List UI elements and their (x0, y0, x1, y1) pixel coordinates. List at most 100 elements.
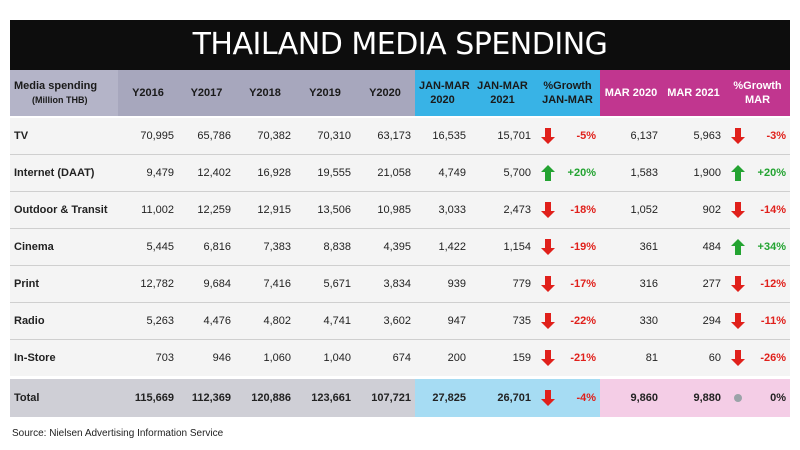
row-label: Print (10, 265, 118, 303)
growth-value: -18% (570, 204, 596, 216)
value-cell: 316 (600, 265, 662, 303)
trend-icon (541, 350, 555, 366)
header-text: %Growth (543, 80, 592, 92)
header-text: MAR 2021 (667, 87, 720, 99)
value-cell: 4,395 (355, 228, 415, 266)
value-cell: 3,834 (355, 265, 415, 303)
header-cell: MAR 2021 (662, 70, 725, 118)
value-cell: 112,369 (178, 376, 235, 417)
value-cell: -11% (725, 302, 790, 340)
value-cell: 1,583 (600, 154, 662, 192)
value-cell: 5,671 (295, 265, 355, 303)
value-cell: 1,060 (235, 339, 295, 378)
data-row: Cinema 5,445 6,816 7,383 8,838 4,395 1,422 1,15… (10, 228, 790, 266)
header-cell: Y2018 (235, 70, 295, 118)
value-cell: 10,985 (355, 191, 415, 229)
value-cell: -21% (535, 339, 600, 378)
value-cell: 6,137 (600, 117, 662, 155)
value-cell: 26,701 (470, 376, 535, 417)
header-text: (Million THB) (32, 95, 88, 105)
header-text: Y2017 (190, 87, 223, 99)
value-cell: -18% (535, 191, 600, 229)
value-cell: 12,782 (118, 265, 178, 303)
trend-icon (731, 165, 745, 181)
value-cell: -26% (725, 339, 790, 378)
header-text: Y2018 (249, 87, 281, 99)
header-cell: JAN-MAR 2020 (415, 70, 470, 118)
value-cell: 5,963 (662, 117, 725, 155)
value-cell: 4,802 (235, 302, 295, 340)
value-cell: -4% (535, 376, 600, 417)
value-cell: 11,002 (118, 191, 178, 229)
value-cell: 5,263 (118, 302, 178, 340)
value-cell: 1,052 (600, 191, 662, 229)
value-cell: 4,741 (295, 302, 355, 340)
header-text: JAN-MAR (477, 80, 528, 92)
value-cell: 13,506 (295, 191, 355, 229)
value-cell: 81 (600, 339, 662, 378)
trend-icon (731, 313, 745, 329)
value-cell: 107,721 (355, 376, 415, 417)
value-cell: 19,555 (295, 154, 355, 192)
value-cell: 361 (600, 228, 662, 266)
value-cell: 7,383 (235, 228, 295, 266)
row-label: TV (10, 117, 118, 155)
value-cell: 63,173 (355, 117, 415, 155)
data-row: In-Store 703 946 1,060 1,040 674 200 159 -21% 81 6… (10, 339, 790, 378)
value-cell: 27,825 (415, 376, 470, 417)
value-cell: 15,701 (470, 117, 535, 155)
value-cell: 8,838 (295, 228, 355, 266)
data-row: Radio 5,263 4,476 4,802 4,741 3,602 947 735 -22%… (10, 302, 790, 340)
value-cell: 947 (415, 302, 470, 340)
trend-icon (541, 313, 555, 329)
header-text: %Growth (733, 80, 782, 92)
value-cell: 779 (470, 265, 535, 303)
growth-value: -17% (570, 278, 596, 290)
value-cell: -5% (535, 117, 600, 155)
value-cell: 2,473 (470, 191, 535, 229)
header-text: Y2020 (369, 87, 401, 99)
header-cell: MAR 2020 (600, 70, 662, 118)
header-text: Y2019 (309, 87, 341, 99)
value-cell: 9,479 (118, 154, 178, 192)
value-cell: +20% (535, 154, 600, 192)
growth-value: +20% (567, 167, 596, 179)
growth-value: -19% (570, 241, 596, 253)
trend-icon (541, 202, 555, 218)
value-cell: 277 (662, 265, 725, 303)
value-cell: 3,602 (355, 302, 415, 340)
header-text: Y2016 (132, 87, 164, 99)
source-note: Source: Nielsen Advertising Information … (12, 428, 224, 439)
value-cell: -3% (725, 117, 790, 155)
trend-icon (731, 239, 745, 255)
value-cell: 5,700 (470, 154, 535, 192)
value-cell: 7,416 (235, 265, 295, 303)
total-row: Total 115,669 112,369 120,886 123,661 107,721… (10, 376, 790, 417)
value-cell: 70,310 (295, 117, 355, 155)
value-cell: 703 (118, 339, 178, 378)
trend-icon (734, 394, 742, 402)
value-cell: 1,040 (295, 339, 355, 378)
header-cell: Y2016 (118, 70, 178, 118)
header-text: MAR 2020 (604, 87, 658, 99)
growth-value: -21% (570, 352, 596, 364)
trend-icon (541, 239, 555, 255)
trend-icon (541, 390, 555, 406)
trend-icon (541, 276, 555, 292)
header-cell: %Growth JAN-MAR (535, 70, 600, 118)
value-cell: 902 (662, 191, 725, 229)
value-cell: 6,816 (178, 228, 235, 266)
value-cell: 484 (662, 228, 725, 266)
spending-table: Media spending (Million THB) Y2016 Y2017 Y20… (10, 70, 790, 417)
value-cell: +34% (725, 228, 790, 266)
header-text: Media spending (14, 80, 98, 92)
growth-value: +20% (757, 167, 786, 179)
value-cell: -14% (725, 191, 790, 229)
value-cell: 674 (355, 339, 415, 378)
row-label: Internet (DAAT) (10, 154, 118, 192)
growth-value: -4% (576, 392, 596, 404)
growth-value: -12% (760, 278, 786, 290)
trend-icon (731, 276, 745, 292)
header-cell: Y2020 (355, 70, 415, 118)
value-cell: 12,915 (235, 191, 295, 229)
